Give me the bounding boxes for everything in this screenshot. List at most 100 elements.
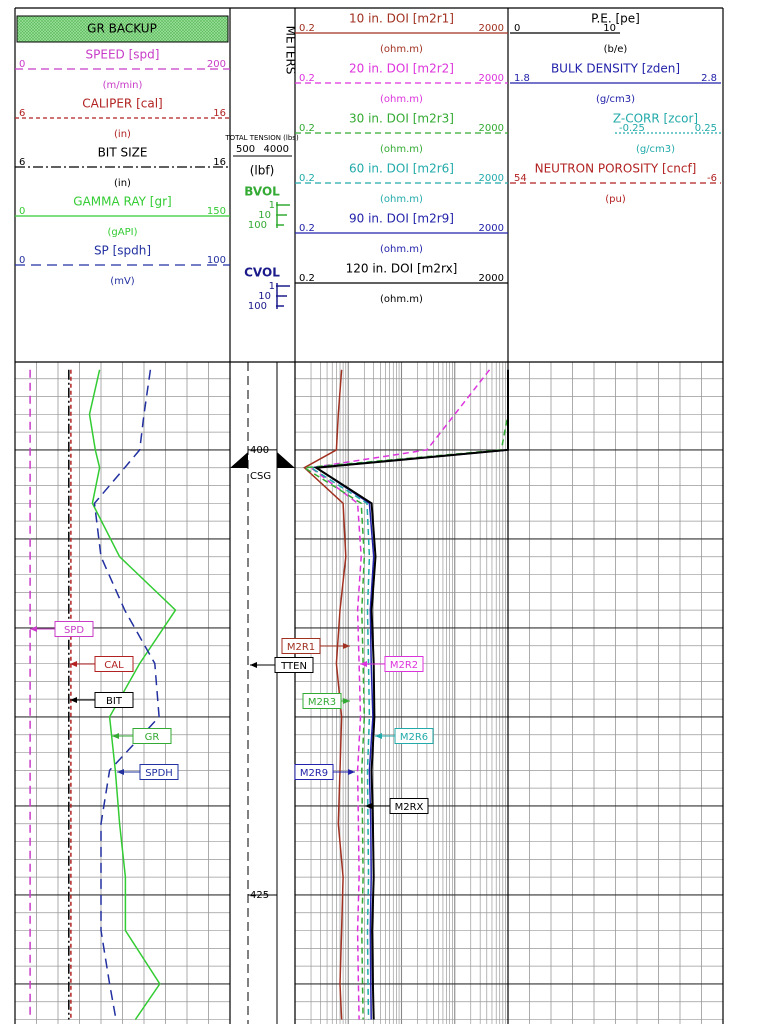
flag-arrowhead (365, 803, 372, 809)
flag-arrowhead (250, 662, 257, 668)
scale-right: 2000 (479, 73, 504, 84)
scale-left: 54 (514, 173, 527, 184)
flag-arrowhead (375, 733, 382, 739)
flag-arrowhead (343, 643, 350, 649)
cvol-tick: 10 (258, 291, 271, 302)
flag-label: SPD (64, 625, 84, 636)
flag-box (54, 621, 94, 637)
flag-box (274, 657, 314, 673)
scale-right: 2000 (479, 223, 504, 234)
scale-left: 0 (514, 23, 520, 34)
flag-box (394, 728, 434, 744)
scale-left: 0.2 (299, 223, 315, 234)
curve-name: BULK DENSITY [zden] (551, 62, 680, 76)
curve-name: SPEED [spd] (86, 48, 160, 62)
scale-right: 16 (213, 108, 226, 119)
flag-box (384, 656, 424, 672)
scale-left: 0 (19, 206, 25, 217)
curve-name: BIT SIZE (98, 146, 148, 160)
flag-label: M2R9 (300, 768, 328, 779)
curve-name: CALIPER [cal] (82, 97, 162, 111)
log-curve (303, 369, 347, 1020)
flag-box (139, 764, 179, 780)
scale-right: 2000 (479, 273, 504, 284)
cvol-tick: 1 (269, 281, 275, 292)
depth-label: 425 (250, 890, 269, 901)
depth-label: 400 (250, 445, 269, 456)
flag-label: CAL (104, 660, 124, 671)
depth-title: METERS (284, 26, 298, 75)
log-curve (314, 369, 509, 1020)
flag-arrowhead (70, 661, 77, 667)
bvol-tick: 10 (258, 210, 271, 221)
curve-name: Z-CORR [zcor] (613, 112, 698, 126)
flag-label: M2RX (395, 802, 424, 813)
curve-unit: (b/e) (604, 44, 628, 55)
flag-arrowhead (30, 626, 37, 632)
scale-left: -0.25 (619, 123, 645, 134)
log-curve (313, 369, 509, 1020)
cvol-tick: 100 (248, 301, 267, 312)
curve-unit: (g/cm3) (596, 94, 635, 105)
scale-right: 2.8 (701, 73, 717, 84)
scale-right: 200 (207, 59, 226, 70)
scale-left: 0.2 (299, 123, 315, 134)
scale-right: 10 (603, 23, 616, 34)
flag-box (94, 656, 134, 672)
log-curve (309, 369, 491, 1020)
track-title: GR BACKUP (87, 22, 157, 36)
flag-box (132, 728, 172, 744)
curve-unit: (ohm.m) (380, 44, 423, 55)
flag-label: M2R6 (400, 732, 428, 743)
tension-right: 4000 (264, 144, 289, 155)
curve-name: P.E. [pe] (591, 12, 640, 26)
curve-name: 90 in. DOI [m2r9] (349, 212, 454, 226)
scale-right: 100 (207, 255, 226, 266)
curve-name: GAMMA RAY [gr] (73, 195, 171, 209)
frame (14, 7, 724, 1024)
curve-unit: (ohm.m) (380, 144, 423, 155)
curve-unit: (ohm.m) (380, 194, 423, 205)
casing-shoe (277, 452, 295, 468)
bvol-tick: 1 (269, 200, 275, 211)
scale-left: 6 (19, 157, 25, 168)
curve-name: 20 in. DOI [m2r2] (349, 62, 454, 76)
scale-left: 6 (19, 108, 25, 119)
scale-right: 16 (213, 157, 226, 168)
curve-unit: (ohm.m) (380, 294, 423, 305)
curve-name: 10 in. DOI [m2r1] (349, 12, 454, 26)
flag-label: GR (145, 732, 160, 743)
curve-unit: (g/cm3) (636, 144, 675, 155)
curve-unit: (in) (114, 178, 131, 189)
scale-left: 0.2 (299, 273, 315, 284)
tension-name: TOTAL TENSION (lbs) (224, 134, 299, 142)
flag-label: TTEN (280, 661, 307, 672)
scale-right: 0.25 (695, 123, 717, 134)
flag-box (389, 798, 429, 814)
flag-box (94, 692, 134, 708)
flag-label: M2R3 (308, 697, 336, 708)
scale-right: 2000 (479, 123, 504, 134)
scale-left: 1.8 (514, 73, 530, 84)
scale-right: 2000 (479, 23, 504, 34)
flag-arrowhead (360, 661, 367, 667)
bvol-tick: 100 (248, 220, 267, 231)
flag-arrowhead (348, 769, 355, 775)
curve-unit: (ohm.m) (380, 94, 423, 105)
flag-box (302, 693, 342, 709)
tension-unit: (lbf) (250, 164, 275, 178)
flag-arrowhead (70, 697, 77, 703)
scale-right: 150 (207, 206, 226, 217)
flag-box (281, 638, 321, 654)
curve-unit: (ohm.m) (380, 244, 423, 255)
scale-left: 0.2 (299, 23, 315, 34)
flag-arrowhead (343, 698, 350, 704)
curve-unit: (in) (114, 129, 131, 140)
scale-right: 2000 (479, 173, 504, 184)
flag-label: SPDH (145, 768, 173, 779)
curve-unit: (mV) (110, 276, 134, 287)
scale-left: 0 (19, 255, 25, 266)
scale-left: 0.2 (299, 73, 315, 84)
casing-label: CSG (250, 471, 271, 482)
